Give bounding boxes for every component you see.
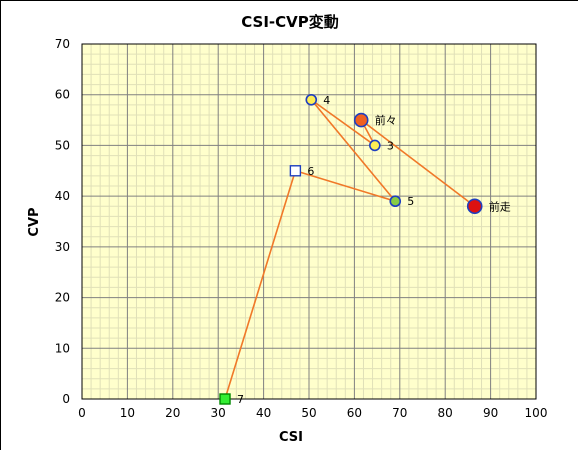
data-point-marker	[289, 165, 302, 177]
y-tick-label: 10	[55, 341, 70, 355]
y-tick-label: 20	[55, 291, 70, 305]
y-tick-label: 40	[55, 189, 70, 203]
series-line-segment	[295, 170, 396, 202]
series-line-segment	[310, 99, 376, 147]
x-tick-label: 70	[392, 406, 407, 420]
series-lines	[224, 99, 476, 400]
x-tick-labels: 0 10 20 30 40 50 60 70 80 90 100	[78, 406, 547, 420]
x-tick-label: 0	[78, 406, 86, 420]
data-point-marker	[389, 195, 402, 208]
data-point-marker	[353, 112, 369, 128]
x-tick-label: 60	[347, 406, 362, 420]
data-point-label: 前々	[375, 113, 397, 127]
series-markers	[219, 93, 483, 405]
data-point-label: 5	[407, 195, 414, 208]
data-point-label: 4	[323, 94, 330, 107]
x-tick-label: 10	[120, 406, 135, 420]
series-line-segment	[310, 99, 396, 202]
data-point-label: 6	[307, 165, 314, 178]
data-point-label: 前走	[489, 199, 511, 213]
x-tick-label: 30	[211, 406, 226, 420]
x-tick-label: 50	[301, 406, 316, 420]
data-point-marker	[219, 393, 231, 405]
chart-title: CSI-CVP変動	[241, 13, 339, 31]
y-tick-labels: 0 10 20 30 40 50 60 70	[55, 37, 70, 406]
x-axis-title: CSI	[279, 430, 303, 445]
x-tick-label: 90	[483, 406, 498, 420]
y-tick-label: 30	[55, 240, 70, 254]
plot-border	[81, 43, 537, 400]
series-line-segment	[224, 170, 297, 400]
y-tick-label: 0	[62, 392, 70, 406]
y-tick-label: 70	[55, 37, 70, 51]
y-tick-label: 60	[55, 88, 70, 102]
data-point-marker	[369, 139, 381, 152]
x-tick-label: 40	[256, 406, 271, 420]
data-point-label: 3	[387, 139, 394, 152]
data-point-label: 7	[237, 393, 244, 406]
x-tick-label: 100	[525, 406, 548, 420]
x-tick-label: 80	[438, 406, 453, 420]
y-tick-label: 50	[55, 138, 70, 152]
y-axis-title: CVP	[27, 207, 42, 236]
data-point-marker	[466, 198, 483, 215]
x-tick-label: 20	[165, 406, 180, 420]
data-point-marker	[305, 93, 318, 106]
series-line-segment	[360, 119, 476, 207]
